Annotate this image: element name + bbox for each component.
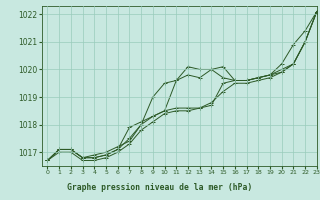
Text: Graphe pression niveau de la mer (hPa): Graphe pression niveau de la mer (hPa) [68, 183, 252, 192]
